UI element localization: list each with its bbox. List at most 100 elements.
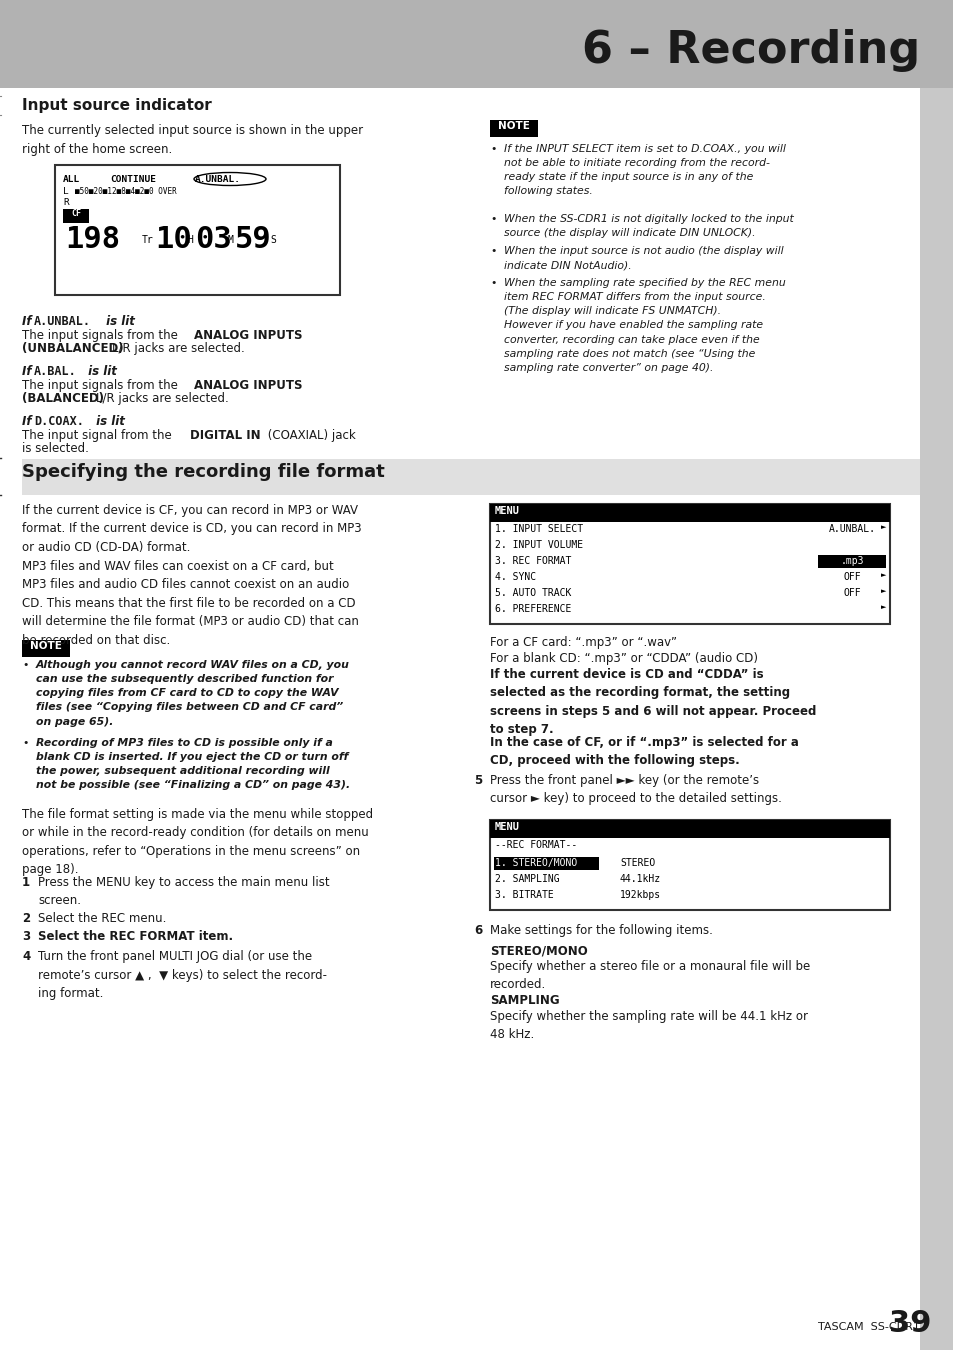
- Text: Input source indicator: Input source indicator: [22, 99, 212, 113]
- Text: 44.1kHz: 44.1kHz: [619, 873, 660, 884]
- Text: 1: 1: [22, 876, 30, 890]
- Text: Specify whether the sampling rate will be 44.1 kHz or
48 kHz.: Specify whether the sampling rate will b…: [490, 1010, 807, 1041]
- Bar: [22, 459, 919, 495]
- Text: If: If: [22, 414, 35, 428]
- Text: ►: ►: [881, 572, 885, 578]
- Text: MENU: MENU: [495, 822, 519, 832]
- Text: ►: ►: [881, 589, 885, 594]
- Text: 5. AUTO TRACK: 5. AUTO TRACK: [495, 589, 571, 598]
- Text: NOTE: NOTE: [497, 122, 529, 131]
- Text: •: •: [490, 246, 496, 256]
- Text: For a blank CD: “.mp3” or “CDDA” (audio CD): For a blank CD: “.mp3” or “CDDA” (audio …: [490, 652, 758, 666]
- Text: ■50■20■12■8■4■2■0 OVER: ■50■20■12■8■4■2■0 OVER: [75, 188, 176, 196]
- Text: If the current device is CF, you can record in MP3 or WAV
format. If the current: If the current device is CF, you can rec…: [22, 504, 361, 554]
- Text: When the input source is not audio (the display will
indicate DIN NotAudio).: When the input source is not audio (the …: [503, 246, 782, 270]
- Bar: [494, 857, 598, 869]
- Text: •: •: [490, 144, 496, 154]
- Text: D.COAX.: D.COAX.: [34, 414, 84, 428]
- Text: When the sampling rate specified by the REC menu
item REC FORMAT differs from th: When the sampling rate specified by the …: [503, 278, 785, 373]
- Text: 3: 3: [22, 930, 30, 944]
- Text: TASCAM  SS-CDR1: TASCAM SS-CDR1: [818, 1322, 919, 1332]
- Text: •: •: [490, 215, 496, 224]
- Text: Specifying the recording file format: Specifying the recording file format: [22, 463, 384, 481]
- Text: ANALOG INPUTS: ANALOG INPUTS: [193, 379, 302, 391]
- Text: S: S: [270, 235, 275, 244]
- Text: The currently selected input source is shown in the upper
right of the home scre: The currently selected input source is s…: [22, 124, 363, 155]
- Text: 2. SAMPLING: 2. SAMPLING: [495, 873, 559, 884]
- Bar: [817, 555, 885, 568]
- Text: •: •: [490, 278, 496, 288]
- Text: In the case of CF, or if “.mp3” is selected for a
CD, proceed with the following: In the case of CF, or if “.mp3” is selec…: [490, 736, 798, 768]
- Bar: [0, 0, 953, 88]
- Text: 6. PREFERENCE: 6. PREFERENCE: [495, 603, 571, 614]
- Text: Select the REC FORMAT item.: Select the REC FORMAT item.: [38, 930, 233, 944]
- Text: (UNBALANCED): (UNBALANCED): [22, 342, 128, 355]
- Text: Press the MENU key to access the main menu list
screen.: Press the MENU key to access the main me…: [38, 876, 330, 907]
- Text: 6: 6: [474, 923, 482, 937]
- Text: Specify whether a stereo file or a monaural file will be
recorded.: Specify whether a stereo file or a monau…: [490, 960, 809, 991]
- Text: M: M: [228, 235, 233, 244]
- Text: 10: 10: [154, 225, 192, 254]
- Text: When the SS-CDR1 is not digitally locked to the input
source (the display will i: When the SS-CDR1 is not digitally locked…: [503, 215, 793, 238]
- Text: The input signals from the: The input signals from the: [22, 329, 181, 342]
- Text: SAMPLING: SAMPLING: [490, 994, 559, 1007]
- Text: 3. REC FORMAT: 3. REC FORMAT: [495, 556, 571, 566]
- Text: CONTINUE: CONTINUE: [110, 176, 156, 184]
- Text: •: •: [22, 738, 29, 748]
- Text: L/R jacks are selected.: L/R jacks are selected.: [96, 392, 229, 405]
- Text: Turn the front panel MULTI JOG dial (or use the
remote’s cursor ▲ ,  ▼ keys) to : Turn the front panel MULTI JOG dial (or …: [38, 950, 327, 1000]
- Text: A.UNBAL.: A.UNBAL.: [34, 315, 91, 328]
- Text: 5: 5: [474, 774, 482, 787]
- Text: 1. STEREO/MONO: 1. STEREO/MONO: [495, 859, 577, 868]
- Text: If: If: [22, 364, 35, 378]
- Text: 03: 03: [194, 225, 232, 254]
- Text: Tr: Tr: [142, 235, 153, 244]
- Text: MP3 files and WAV files can coexist on a CF card, but
MP3 files and audio CD fil: MP3 files and WAV files can coexist on a…: [22, 560, 358, 647]
- Text: OFF: OFF: [842, 572, 860, 582]
- Text: 3. BITRATE: 3. BITRATE: [495, 890, 553, 900]
- Text: 4: 4: [22, 950, 30, 963]
- Bar: [490, 819, 889, 838]
- Text: For a CF card: “.mp3” or “.wav”: For a CF card: “.mp3” or “.wav”: [490, 636, 677, 649]
- Text: NOTE: NOTE: [30, 641, 62, 651]
- Text: 198: 198: [65, 225, 120, 254]
- Text: OFF: OFF: [842, 589, 860, 598]
- Text: ANALOG INPUTS: ANALOG INPUTS: [193, 329, 302, 342]
- Text: --REC FORMAT--: --REC FORMAT--: [495, 840, 577, 850]
- Text: STEREO: STEREO: [619, 859, 655, 868]
- Text: ►: ►: [881, 603, 885, 610]
- Text: ALL: ALL: [63, 176, 80, 184]
- Bar: [490, 504, 889, 624]
- Text: The input signal from the: The input signal from the: [22, 429, 175, 441]
- Text: If the current device is CD and “CDDA” is
selected as the recording format, the : If the current device is CD and “CDDA” i…: [490, 668, 816, 737]
- Text: is lit: is lit: [102, 315, 134, 328]
- Text: ►: ►: [881, 524, 885, 531]
- Text: 39: 39: [888, 1310, 931, 1338]
- Bar: [55, 165, 339, 296]
- Text: 2: 2: [22, 913, 30, 925]
- Text: CF: CF: [71, 209, 81, 217]
- Text: Press the front panel ►► key (or the remote’s
cursor ► key) to proceed to the de: Press the front panel ►► key (or the rem…: [490, 774, 781, 806]
- Text: .mp3: .mp3: [840, 556, 862, 566]
- Bar: [919, 88, 953, 1350]
- Text: The file format setting is made via the menu while stopped
or while in the recor: The file format setting is made via the …: [22, 809, 373, 876]
- Text: R: R: [63, 198, 69, 207]
- Text: H: H: [187, 235, 193, 244]
- Bar: [490, 504, 889, 522]
- Text: A.UNBAL.: A.UNBAL.: [194, 176, 241, 184]
- Text: MENU: MENU: [495, 506, 519, 516]
- Text: The input signals from the: The input signals from the: [22, 379, 181, 391]
- Text: STEREO/MONO: STEREO/MONO: [490, 944, 587, 957]
- Text: ►: ►: [881, 556, 885, 562]
- Text: (COAXIAL) jack: (COAXIAL) jack: [264, 429, 355, 441]
- Text: is lit: is lit: [91, 414, 125, 428]
- Text: (BALANCED): (BALANCED): [22, 392, 108, 405]
- Text: Select the REC menu.: Select the REC menu.: [38, 913, 166, 925]
- Text: L/R jacks are selected.: L/R jacks are selected.: [112, 342, 245, 355]
- Text: A.BAL.: A.BAL.: [34, 364, 76, 378]
- Text: Recording of MP3 files to CD is possible only if a
blank CD is inserted. If you : Recording of MP3 files to CD is possible…: [36, 738, 350, 791]
- Bar: [490, 819, 889, 910]
- Text: 59: 59: [234, 225, 272, 254]
- Text: A.UNBAL.: A.UNBAL.: [827, 524, 875, 535]
- Text: 4. SYNC: 4. SYNC: [495, 572, 536, 582]
